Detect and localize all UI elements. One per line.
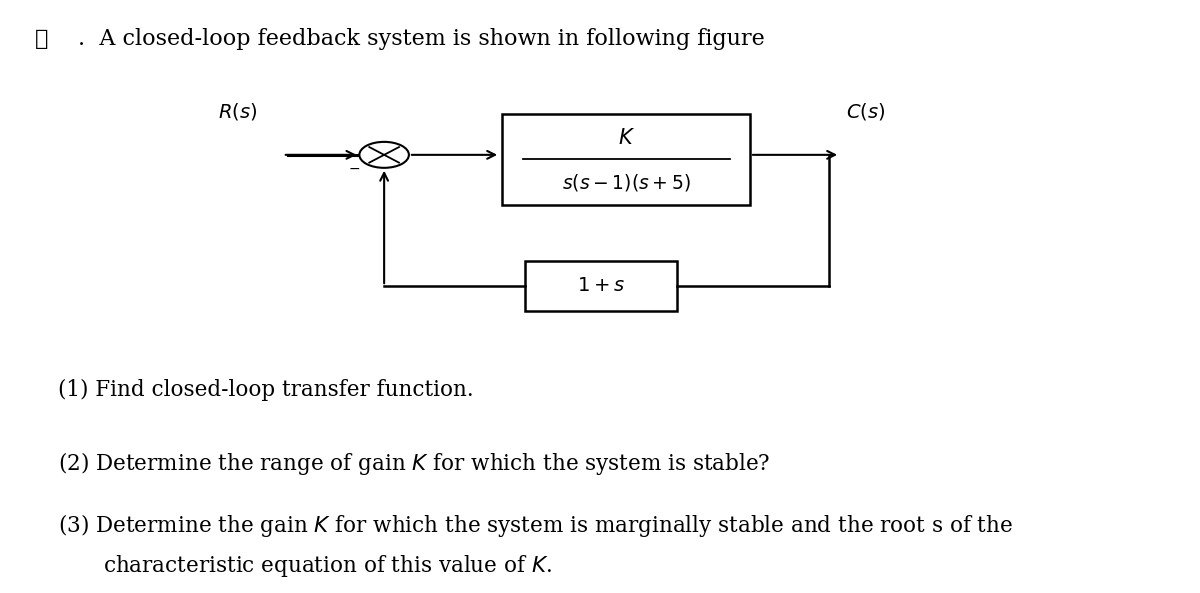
FancyBboxPatch shape	[524, 261, 677, 311]
Text: .  A closed-loop feedback system is shown in following figure: . A closed-loop feedback system is shown…	[78, 28, 764, 50]
Text: $C(s)$: $C(s)$	[846, 101, 886, 122]
Text: (3) Determine the gain $K$ for which the system is marginally stable and the roo: (3) Determine the gain $K$ for which the…	[58, 512, 1013, 539]
Text: characteristic equation of this value of $K$.: characteristic equation of this value of…	[103, 553, 552, 579]
Text: $R(s)$: $R(s)$	[218, 101, 258, 122]
Text: $s(s-1)(s+5)$: $s(s-1)(s+5)$	[562, 171, 690, 193]
Text: (1) Find closed-loop transfer function.: (1) Find closed-loop transfer function.	[58, 379, 473, 401]
Text: $1+s$: $1+s$	[577, 277, 625, 295]
Text: 五: 五	[35, 28, 48, 50]
Text: (2) Determine the range of gain $K$ for which the system is stable?: (2) Determine the range of gain $K$ for …	[58, 450, 770, 477]
Text: $-$: $-$	[348, 161, 360, 175]
FancyBboxPatch shape	[503, 113, 750, 205]
Text: $K$: $K$	[618, 128, 635, 148]
